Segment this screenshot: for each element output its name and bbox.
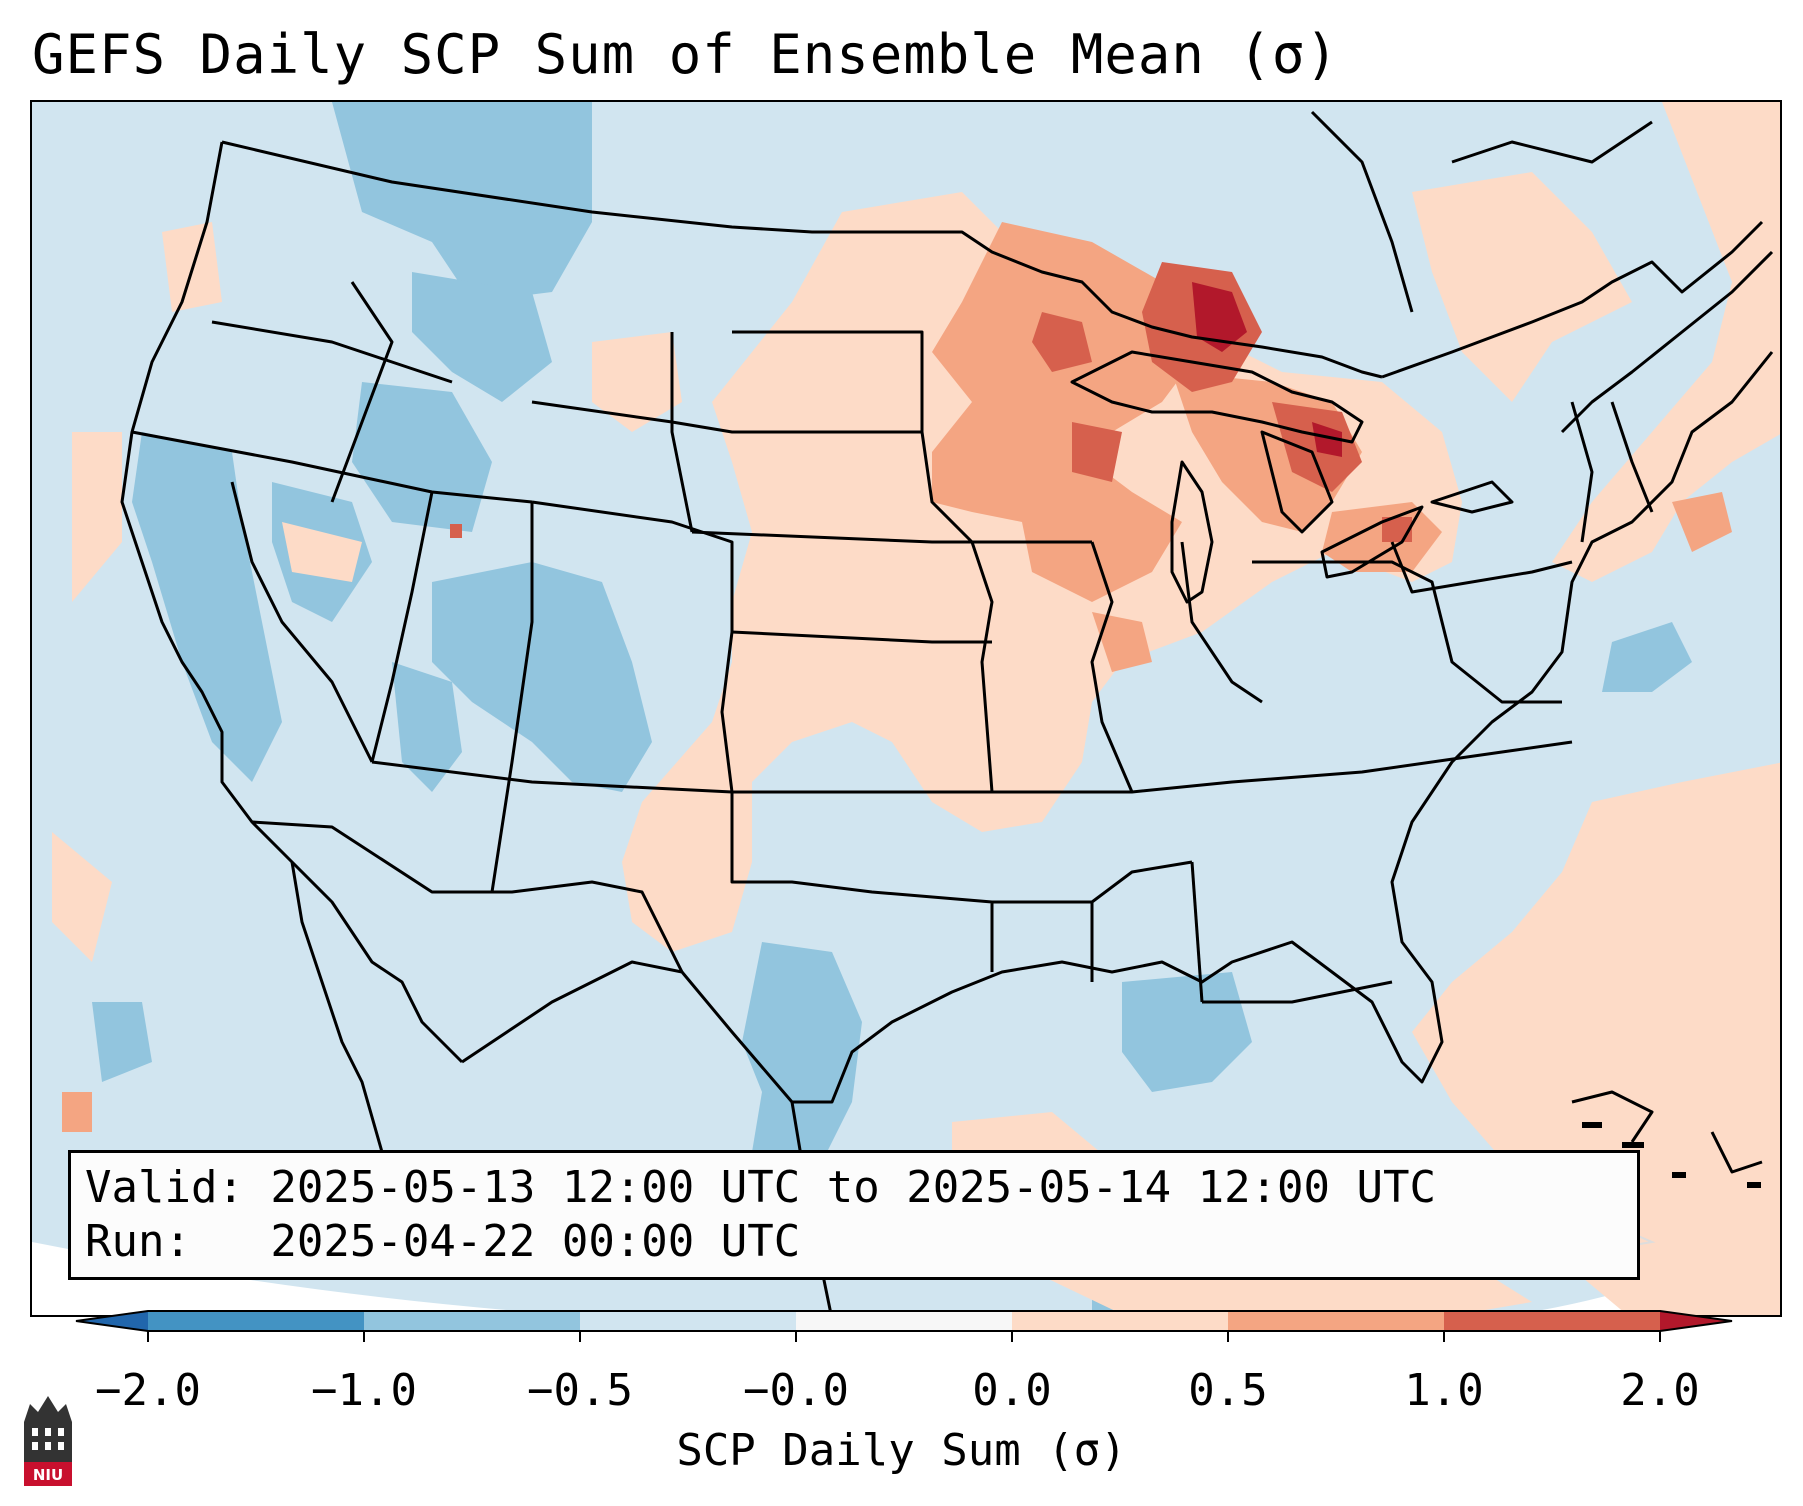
lake-erie: [1320, 505, 1424, 579]
colorbar-ticks: [147, 1331, 1661, 1342]
ms-ar-line: [992, 860, 1193, 904]
ca-nv-line: [230, 481, 374, 763]
niu-logo-icon: NIU: [24, 1396, 72, 1486]
valid-run-info-box: Valid: 2025-05-13 12:00 UTC to 2025-05-1…: [68, 1150, 1640, 1280]
gulf-atlantic-coastline: [461, 351, 1774, 1104]
ut-co-nm-line: [490, 502, 534, 893]
negative-anomaly-regions: [92, 102, 1692, 1315]
map-panel: Valid: 2025-05-13 12:00 UTC to 2025-05-1…: [30, 100, 1782, 1317]
colorbar-tick-label: −0.0: [743, 1365, 849, 1416]
colorbar-tick-label: 1.0: [1404, 1365, 1484, 1416]
colorbar-segment-p05-p1: [1228, 1311, 1444, 1331]
us-mexico-border: [251, 820, 684, 973]
valid-time-line: Valid: 2025-05-13 12:00 UTC to 2025-05-1…: [85, 1162, 1437, 1213]
boundary-lines: [120, 110, 1774, 1315]
fl-line: [1202, 980, 1393, 1004]
al-ga-line: [1190, 861, 1204, 1003]
extreme-positive-regions: [1192, 282, 1342, 457]
colorbar-tick-label: 0.0: [972, 1365, 1052, 1416]
canada-coast: [1560, 250, 1774, 434]
il-in-line: [1090, 541, 1134, 793]
nd-sd-west-line: [670, 332, 694, 533]
wa-or-line: [211, 320, 453, 384]
tn-nc-line: [992, 740, 1573, 794]
hudson-bay-edge: [1451, 120, 1653, 164]
pa-ny-line: [1390, 541, 1573, 594]
mt-wy-line: [531, 400, 922, 434]
ny-vt-line: [1570, 401, 1594, 543]
colorbar-tick-label: −0.5: [527, 1365, 633, 1416]
az-nm-co-line: [371, 760, 992, 794]
quebec-line: [1310, 110, 1414, 313]
colorbar-segment-0-p05: [1012, 1311, 1228, 1331]
colorbar-segment-p1-p2: [1444, 1311, 1660, 1331]
id-west-line: [330, 281, 394, 503]
lake-huron: [1260, 430, 1334, 534]
colorbar-extend-high: [1660, 1311, 1732, 1331]
ok-tx-line: [730, 792, 994, 972]
island-chain: [1710, 1131, 1763, 1174]
colorbar-label: SCP Daily Sum (σ): [676, 1425, 1127, 1476]
logo-text: NIU: [33, 1466, 63, 1484]
run-time-line: Run: 2025-04-22 00:00 UTC: [85, 1216, 801, 1267]
or-ca-line: [131, 430, 533, 504]
projection-edge: [32, 1242, 570, 1315]
lake-superior: [1070, 350, 1364, 444]
colorbar-segment-n2-n1: [148, 1311, 364, 1331]
colorbar: [75, 1310, 1733, 1342]
island-markers: [1582, 1122, 1761, 1188]
colorbar-tick-label: −2.0: [95, 1365, 201, 1416]
pacific-coastline: [120, 141, 464, 1064]
colorbar-tick-label: 2.0: [1620, 1365, 1700, 1416]
colorbar-tick-label: −1.0: [311, 1365, 417, 1416]
colorbar-segment-zero: [796, 1311, 1012, 1331]
ks-ok-line: [731, 630, 992, 644]
nv-ut-line: [370, 491, 434, 763]
lake-michigan: [1170, 460, 1214, 604]
lake-ontario: [1430, 480, 1514, 514]
dakotas-minnesota-line: [732, 330, 994, 793]
nh-line: [1610, 401, 1654, 513]
northeast-border: [1381, 220, 1764, 379]
colorbar-extend-low: [76, 1311, 148, 1331]
colorbar-segment-n05-0: [580, 1311, 796, 1331]
baja-coast: [290, 861, 384, 1153]
colorbar-segment-n1-n05: [364, 1311, 580, 1331]
ne-ks-line: [691, 530, 1092, 544]
us-canada-border: [221, 140, 1383, 379]
bahamas: [1571, 1090, 1654, 1143]
chart-title: GEFS Daily SCP Sum of Ensemble Mean (σ): [32, 23, 1339, 86]
in-oh-line: [1180, 541, 1263, 704]
map-canvas: [32, 102, 1780, 1315]
colorbar-tick-label: 0.5: [1188, 1365, 1268, 1416]
